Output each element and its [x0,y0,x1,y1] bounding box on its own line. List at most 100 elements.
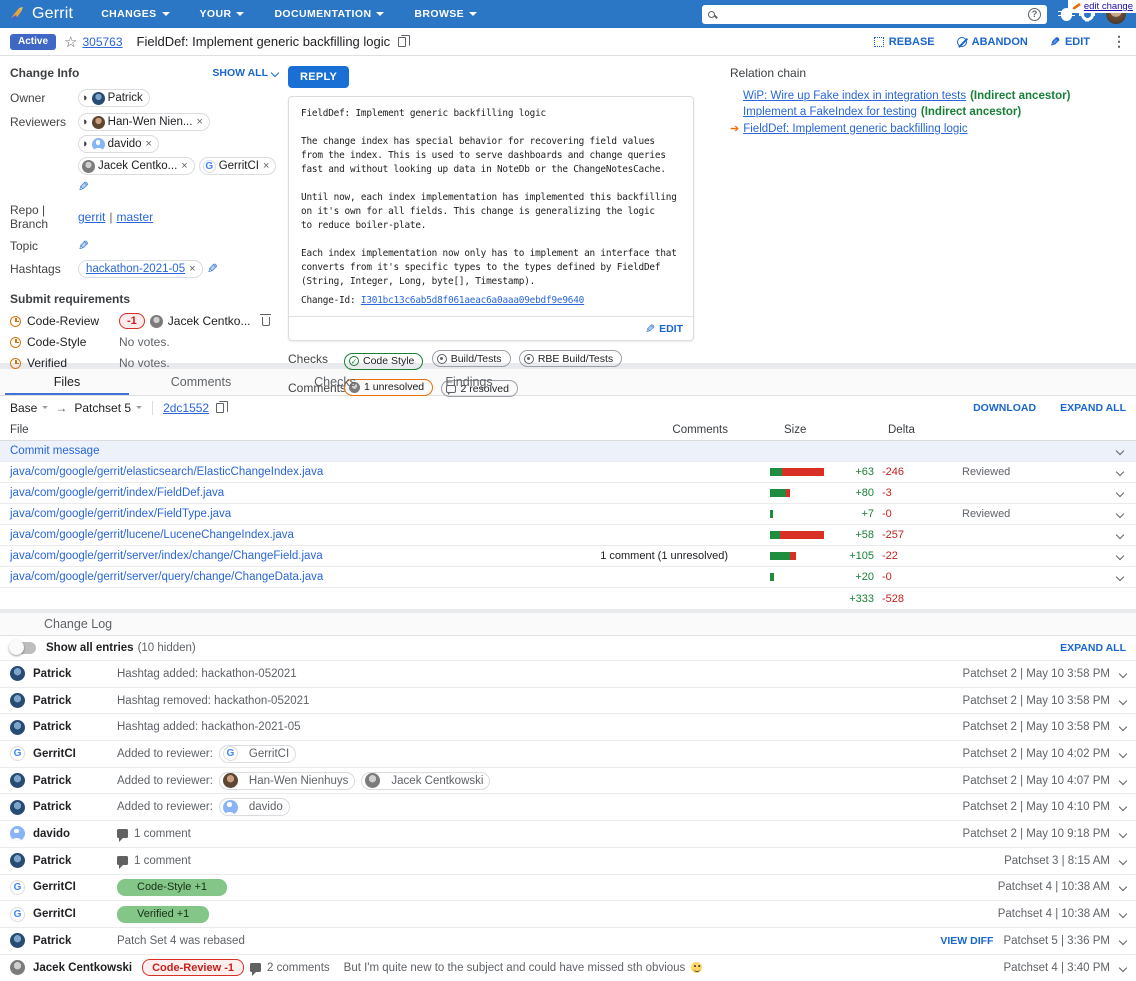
hashtag-chip[interactable]: hackathon-2021-05 [78,260,203,278]
search-input[interactable] [720,8,1023,20]
expand-row-icon[interactable] [1115,530,1125,540]
reviewer-chip[interactable]: Han-Wen Nienhuys [218,771,356,790]
unresolved-comments-chip[interactable]: 1 unresolved [344,378,434,396]
expand-row-icon[interactable] [1115,509,1125,519]
edit-reviewers-icon[interactable] [78,179,89,195]
more-menu-icon[interactable] [1112,33,1126,50]
log-row: GerritCI Verified +1 Patchset 4 | 10:38 … [0,901,1136,928]
tab-files[interactable]: Files [0,369,134,395]
expand-row-icon[interactable] [1118,963,1128,973]
size-bar [740,573,824,581]
nav-browse[interactable]: BROWSE [414,8,478,20]
search-box[interactable]: ? [702,4,1047,24]
owner-chip[interactable]: Patrick [78,89,150,107]
copy-icon[interactable] [398,34,411,47]
avatar [365,773,381,789]
file-row[interactable]: java/com/google/gerrit/elasticsearch/Ela… [0,462,1136,483]
expand-row-icon[interactable] [1118,883,1128,892]
expand-all-button[interactable]: EXPAND ALL [1060,401,1126,414]
check-chip-rbe-build-tests[interactable]: RBE Build/Tests [518,350,623,367]
tab-findings[interactable]: Findings [445,375,493,389]
expand-row-icon[interactable] [1115,467,1125,477]
related-change-link[interactable]: Implement a FakeIndex for testing [743,106,917,118]
tab-comments[interactable]: Comments [170,375,232,389]
rebase-button[interactable]: REBASE [873,36,935,48]
hashtag-link[interactable]: hackathon-2021-05 [86,263,186,275]
expand-row-icon[interactable] [1118,749,1128,759]
expand-row-icon[interactable] [1115,551,1125,561]
remove-reviewer-icon[interactable] [181,160,187,172]
patchset-selector[interactable]: Patchset 5 [74,401,143,415]
remove-reviewer-icon[interactable] [263,160,269,172]
expand-row-icon[interactable] [1118,669,1128,679]
relation-chain-item: WiP: Wire up Fake index in integration t… [743,90,1071,102]
avatar [10,933,25,949]
reviewer-chip[interactable]: Jacek Centko... [78,157,195,175]
resolved-comments-chip[interactable]: 2 resolved [441,380,518,397]
expand-row-icon[interactable] [1118,829,1128,839]
expand-row-icon[interactable] [1118,936,1128,945]
related-change-link[interactable]: FieldDef: Implement generic backfilling … [743,122,968,135]
nav-documentation[interactable]: DOCUMENTATION [274,8,385,20]
delete-vote-icon[interactable] [259,313,271,326]
view-diff-button[interactable]: VIEW DIFF [940,934,994,947]
expand-row-icon[interactable] [1118,696,1128,705]
change-id-link[interactable]: I301bc13c6ab5d8f061aeac6a0aaa09ebdf9e964… [360,295,585,306]
reply-button[interactable]: REPLY [288,66,350,88]
expand-row-icon[interactable] [1118,909,1128,919]
reviewer-chip[interactable]: davido [78,135,159,153]
file-row[interactable]: java/com/google/gerrit/server/index/chan… [0,546,1136,567]
check-chip-code-style[interactable]: Code Style [344,352,424,370]
file-row[interactable]: java/com/google/gerrit/lucene/LuceneChan… [0,525,1136,546]
show-all-entries-toggle[interactable] [9,640,36,655]
related-change-link[interactable]: WiP: Wire up Fake index in integration t… [743,90,967,102]
show-all-button[interactable]: SHOW ALL [212,67,280,79]
expand-row-icon[interactable] [1118,803,1128,812]
edit-button[interactable]: EDIT [1050,35,1090,49]
nav-changes[interactable]: CHANGES [101,8,170,20]
repo-link[interactable]: gerrit [78,210,106,224]
edit-topic-icon[interactable] [78,238,89,254]
remove-reviewer-icon[interactable] [146,138,152,150]
remove-hashtag-icon[interactable] [189,263,195,275]
submit-requirements-heading: Submit requirements [10,292,131,306]
expand-all-button[interactable]: EXPAND ALL [1060,642,1126,654]
edit-hashtags-icon[interactable] [207,261,218,277]
gerrit-logo[interactable]: Gerrit [10,5,73,23]
copy-icon[interactable] [216,400,229,413]
check-chip-build-tests[interactable]: Build/Tests [431,350,511,367]
avatar [222,746,238,762]
edit-commit-message-button[interactable]: EDIT [659,322,683,335]
help-icon[interactable]: ? [1028,7,1041,21]
reviewer-chip[interactable]: Han-Wen Nien... [78,113,210,131]
expand-row-icon[interactable] [1115,572,1125,582]
remove-reviewer-icon[interactable] [196,116,202,128]
reviewer-chip[interactable]: Jacek Centkowski [361,771,491,790]
file-row-commit-message[interactable]: Commit message [0,441,1136,462]
file-row[interactable]: java/com/google/gerrit/server/query/chan… [0,567,1136,588]
abandon-button[interactable]: ABANDON [956,36,1028,48]
star-icon[interactable] [64,33,77,51]
bug-report-icon[interactable] [1058,7,1075,21]
expand-row-icon[interactable] [1118,856,1128,865]
expand-row-icon[interactable] [1118,722,1128,732]
reviewer-chip[interactable]: GerritCI [198,157,277,175]
file-row[interactable]: java/com/google/gerrit/index/FieldDef.ja… [0,483,1136,504]
expand-row-icon[interactable] [1115,488,1125,498]
base-selector[interactable]: Base [10,401,49,415]
branch-link[interactable]: master [116,210,154,224]
expand-row-icon[interactable] [1115,446,1125,456]
edit-change-link[interactable]: edit change [1083,1,1133,12]
change-number-link[interactable]: 305763 [82,34,123,49]
edit-change-tooltip[interactable]: edit change [1067,0,1136,13]
download-button[interactable]: DOWNLOAD [973,401,1037,414]
change-metadata: Change Info SHOW ALL Owner Patrick Revie… [0,56,1136,397]
reviewer-chip[interactable]: GerritCI [218,744,297,763]
tab-checks[interactable]: Checks [314,375,356,389]
nav-your[interactable]: YOUR [200,8,245,20]
file-row[interactable]: java/com/google/gerrit/index/FieldType.j… [0,504,1136,525]
expand-row-icon[interactable] [1118,776,1128,785]
reviewer-chip[interactable]: davido [218,798,290,817]
commit-sha-link[interactable]: 2dc1552 [163,400,210,415]
vote-badge: -1 [119,313,145,329]
